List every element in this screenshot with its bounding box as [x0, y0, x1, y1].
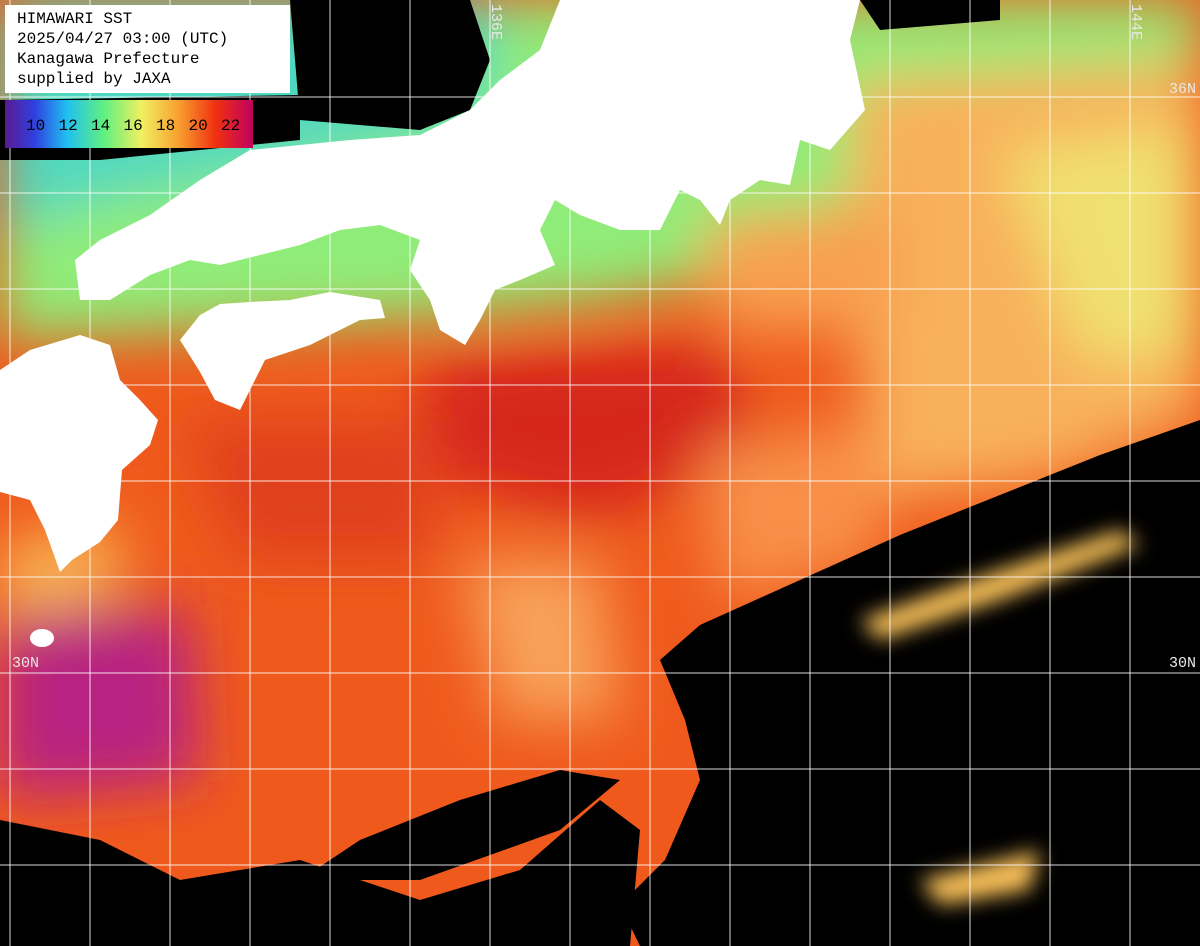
lon-label: 144E [1127, 4, 1144, 40]
lon-label: 136E [487, 4, 504, 40]
color-scale-labels: 10 12 14 16 18 20 22 [26, 117, 240, 135]
scale-label: 16 [124, 117, 143, 135]
scale-label: 18 [156, 117, 175, 135]
grid-labels: 136E 144E 36N 30N 30N [12, 4, 1196, 672]
color-scale [5, 100, 253, 148]
scale-label: 22 [221, 117, 240, 135]
scale-label: 12 [59, 117, 78, 135]
legend-text: HIMAWARI SST 2025/04/27 03:00 (UTC) Kana… [17, 10, 228, 88]
legend-line: supplied by JAXA [17, 70, 171, 88]
lat-label: 30N [1169, 655, 1196, 672]
scale-label: 14 [91, 117, 110, 135]
warm-streaks [860, 530, 1140, 905]
legend-line: Kanagawa Prefecture [17, 50, 199, 68]
scale-label: 20 [189, 117, 208, 135]
legend-line: HIMAWARI SST [17, 10, 132, 28]
scale-label: 10 [26, 117, 45, 135]
legend-line: 2025/04/27 03:00 (UTC) [17, 30, 228, 48]
lat-label: 30N [12, 655, 39, 672]
lat-label: 36N [1169, 81, 1196, 98]
legend-box [5, 5, 290, 93]
land [0, 0, 865, 647]
